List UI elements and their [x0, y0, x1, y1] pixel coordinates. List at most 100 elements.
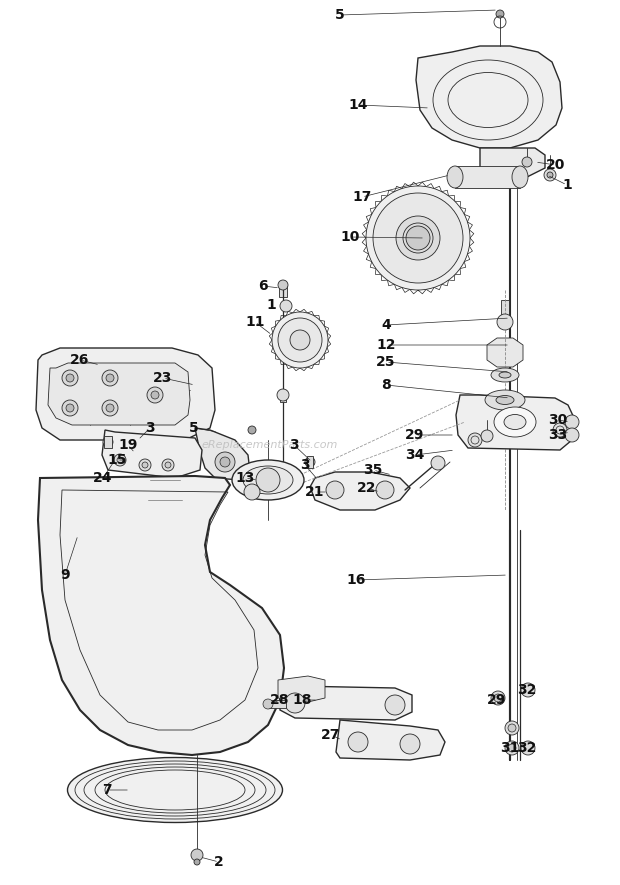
Circle shape: [142, 462, 148, 468]
Text: 1: 1: [562, 178, 572, 192]
Circle shape: [491, 691, 505, 705]
Polygon shape: [38, 476, 284, 755]
Text: 18: 18: [292, 693, 312, 707]
Text: 29: 29: [405, 428, 425, 442]
Circle shape: [62, 400, 78, 416]
Circle shape: [191, 849, 203, 861]
Text: 14: 14: [348, 98, 368, 112]
Circle shape: [326, 481, 344, 499]
Circle shape: [385, 695, 405, 715]
Ellipse shape: [499, 372, 511, 378]
Circle shape: [66, 404, 74, 412]
Circle shape: [117, 457, 123, 463]
Ellipse shape: [447, 166, 463, 188]
Text: 16: 16: [347, 573, 366, 587]
Polygon shape: [280, 686, 412, 720]
Ellipse shape: [243, 466, 293, 494]
Circle shape: [406, 226, 430, 250]
Circle shape: [220, 457, 230, 467]
Circle shape: [256, 468, 280, 492]
Text: 32: 32: [517, 683, 537, 697]
Circle shape: [263, 699, 273, 709]
Text: 26: 26: [70, 353, 90, 367]
Circle shape: [348, 732, 368, 752]
Text: eReplacementParts.com: eReplacementParts.com: [202, 440, 338, 450]
Circle shape: [103, 437, 113, 447]
Circle shape: [505, 741, 519, 755]
Polygon shape: [36, 348, 215, 440]
Circle shape: [565, 428, 579, 442]
Circle shape: [151, 391, 159, 399]
Circle shape: [496, 10, 504, 18]
Circle shape: [277, 389, 289, 401]
Circle shape: [508, 744, 516, 752]
Circle shape: [481, 430, 493, 442]
Polygon shape: [456, 395, 575, 450]
Circle shape: [521, 741, 535, 755]
Text: 24: 24: [93, 471, 113, 485]
Text: 3: 3: [289, 438, 299, 452]
Circle shape: [280, 300, 292, 312]
Text: 34: 34: [405, 448, 425, 462]
Ellipse shape: [366, 186, 470, 290]
Polygon shape: [278, 676, 325, 702]
Ellipse shape: [504, 414, 526, 429]
Text: 23: 23: [153, 371, 173, 385]
Circle shape: [400, 734, 420, 754]
Circle shape: [244, 484, 260, 500]
Bar: [455, 166, 520, 188]
Ellipse shape: [496, 396, 514, 404]
Bar: [280, 390, 286, 402]
Bar: [501, 300, 509, 322]
Polygon shape: [487, 338, 523, 367]
Circle shape: [194, 859, 200, 865]
Circle shape: [162, 459, 174, 471]
Text: 21: 21: [305, 485, 325, 499]
Polygon shape: [310, 472, 410, 510]
Text: 31: 31: [500, 741, 520, 755]
Circle shape: [522, 157, 532, 167]
Text: 15: 15: [107, 453, 126, 467]
Circle shape: [508, 724, 516, 732]
Ellipse shape: [491, 368, 519, 382]
Circle shape: [285, 693, 305, 713]
Circle shape: [66, 374, 74, 382]
Text: 4: 4: [381, 318, 391, 332]
Text: 20: 20: [546, 158, 565, 172]
Text: 11: 11: [246, 315, 265, 329]
Circle shape: [521, 683, 535, 697]
Text: 29: 29: [487, 693, 507, 707]
Polygon shape: [336, 720, 445, 760]
Text: 9: 9: [60, 568, 70, 582]
Circle shape: [305, 457, 315, 467]
Text: 10: 10: [340, 230, 360, 244]
Bar: [279, 285, 287, 297]
Ellipse shape: [278, 318, 322, 362]
Text: 25: 25: [376, 355, 396, 369]
Circle shape: [505, 721, 519, 735]
Text: 1: 1: [266, 298, 276, 312]
Circle shape: [114, 454, 126, 466]
Text: 13: 13: [236, 471, 255, 485]
Circle shape: [165, 462, 171, 468]
Ellipse shape: [512, 166, 528, 188]
Text: 28: 28: [270, 693, 290, 707]
Text: 35: 35: [363, 463, 383, 477]
Circle shape: [553, 423, 567, 437]
Polygon shape: [48, 363, 190, 425]
Polygon shape: [416, 46, 562, 148]
Polygon shape: [195, 428, 250, 480]
Circle shape: [139, 459, 151, 471]
Text: 19: 19: [118, 438, 138, 452]
Text: 33: 33: [548, 428, 568, 442]
Circle shape: [497, 314, 513, 330]
Text: 12: 12: [376, 338, 396, 352]
Ellipse shape: [485, 390, 525, 410]
Ellipse shape: [272, 312, 328, 368]
Text: 30: 30: [548, 413, 568, 427]
Circle shape: [278, 280, 288, 290]
Circle shape: [106, 374, 114, 382]
Circle shape: [290, 330, 310, 350]
Circle shape: [215, 452, 235, 472]
Circle shape: [547, 172, 553, 178]
